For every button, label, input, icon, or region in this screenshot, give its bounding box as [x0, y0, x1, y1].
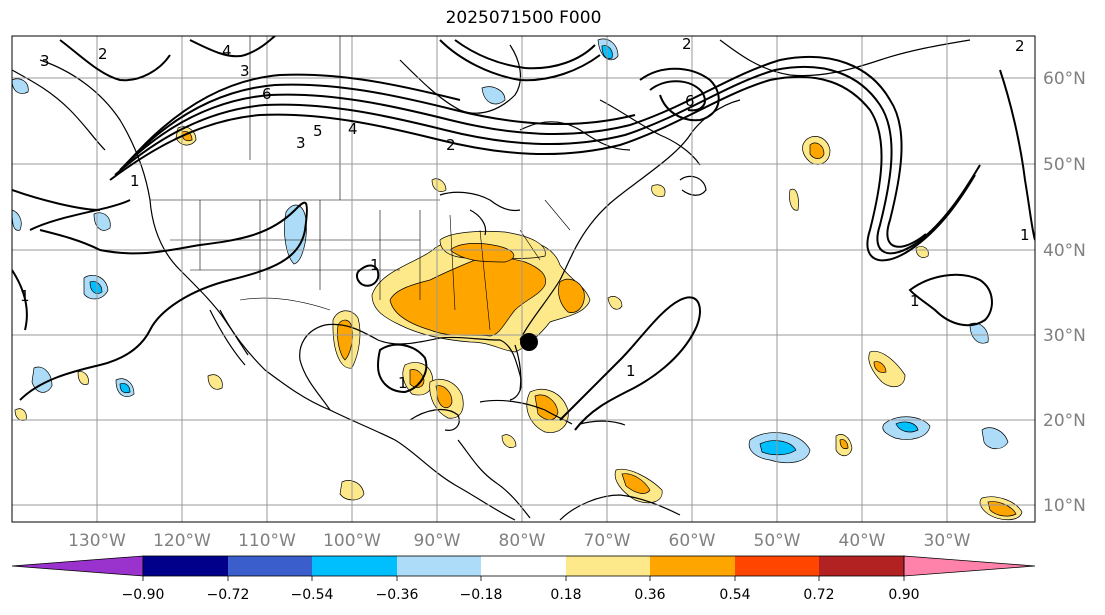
contour-label: 1 — [1020, 226, 1030, 244]
colorbar-segment — [312, 556, 397, 576]
strong-negative-anomaly-area — [119, 383, 131, 394]
contour-label: 1 — [626, 362, 636, 380]
contour-label: 1 — [20, 287, 30, 305]
positive-anomaly-area — [868, 350, 906, 388]
colorbar-tick-label: −0.18 — [460, 587, 503, 603]
contour-label: 6 — [685, 92, 695, 110]
positive-anomaly-area — [431, 178, 447, 192]
longitude-label: 40°W — [839, 531, 886, 551]
positive-anomaly-area — [501, 434, 517, 448]
contour-label: 2 — [1015, 37, 1025, 55]
colorbar-segment — [819, 556, 904, 576]
negative-anomaly-area — [481, 86, 506, 105]
colorbar-tick-label: 0.18 — [550, 587, 581, 603]
colorbar-tick-label: −0.36 — [376, 587, 419, 603]
contour-label: 2 — [98, 45, 108, 63]
longitude-label: 50°W — [754, 531, 801, 551]
longitude-label: 130°W — [68, 531, 126, 551]
longitude-labels: 130°W 120°W 110°W 100°W 90°W 80°W 70°W 6… — [68, 531, 971, 551]
colorbar-segment — [735, 556, 819, 576]
colorbar-tick-label: 0.36 — [634, 587, 665, 603]
strong-positive-anomaly-area — [558, 278, 585, 313]
shaded-fields — [12, 38, 1023, 521]
longitude-label: 70°W — [584, 531, 631, 551]
negative-anomaly-area — [981, 427, 1009, 450]
strong-negative-anomaly-area — [89, 281, 103, 294]
strong-positive-anomaly-area — [435, 385, 453, 409]
contour-label: 6 — [262, 85, 272, 103]
strong-positive-anomaly-area — [873, 361, 887, 373]
contour-label-group: 2 4 3 6 5 4 3 2 1 1 1 1 1 1 2 1 3 2 6 — [20, 35, 1030, 392]
negative-anomaly-area — [12, 78, 29, 94]
strong-positive-anomaly-area — [809, 142, 825, 159]
location-marker — [520, 333, 538, 351]
longitude-label: 80°W — [499, 531, 546, 551]
contour-label: 5 — [313, 122, 323, 140]
contour-lines — [12, 36, 1035, 431]
strong-positive-anomaly-area — [449, 243, 515, 263]
strong-positive-anomaly-area — [839, 439, 849, 450]
latitude-labels: 60°N 50°N 40°N 30°N 20°N 10°N — [1043, 69, 1086, 516]
latitude-label: 20°N — [1043, 411, 1086, 431]
longitude-label: 100°W — [323, 531, 381, 551]
positive-anomaly-area — [789, 188, 799, 211]
strong-positive-anomaly-area — [389, 256, 546, 337]
map-frame — [11, 35, 1036, 523]
colorbar: −0.90 −0.72 −0.54 −0.36 −0.18 0.18 0.36 … — [11, 555, 1036, 603]
latitude-label: 40°N — [1043, 241, 1086, 261]
strong-positive-anomaly-area — [337, 319, 353, 361]
latitude-label: 30°N — [1043, 326, 1086, 346]
latitude-label: 10°N — [1043, 496, 1086, 516]
contour-label: 4 — [222, 42, 232, 60]
contour-label: 4 — [348, 120, 358, 138]
longitude-label: 110°W — [238, 531, 296, 551]
contour-label: 1 — [370, 256, 380, 274]
strong-positive-anomaly-area — [621, 473, 651, 494]
positive-anomaly-area — [651, 184, 666, 197]
latitude-label: 60°N — [1043, 69, 1086, 89]
positive-anomaly-area — [207, 374, 223, 390]
colorbar-segment — [397, 556, 481, 576]
longitude-label: 120°W — [153, 531, 211, 551]
contour-label: 3 — [296, 134, 306, 152]
colorbar-segment — [143, 556, 228, 576]
map-title: 2025071500 F000 — [445, 8, 602, 28]
contour-label: 2 — [682, 35, 692, 53]
contour-label: 2 — [446, 136, 456, 154]
colorbar-segment — [650, 556, 735, 576]
contour-label: 1 — [398, 374, 408, 392]
positive-anomaly-area — [607, 296, 623, 310]
gridlines — [12, 36, 1035, 522]
colorbar-tick-label: −0.90 — [122, 587, 165, 603]
colorbar-tick-label: −0.72 — [207, 587, 250, 603]
positive-anomaly-area — [77, 371, 89, 385]
positive-anomaly-area — [915, 246, 929, 258]
colorbar-tick-label: 0.90 — [888, 587, 919, 603]
colorbar-tick-label: 0.72 — [803, 587, 834, 603]
contour-label: 3 — [240, 62, 250, 80]
longitude-label: 60°W — [669, 531, 716, 551]
colorbar-segment — [481, 556, 566, 576]
contour-label: 1 — [130, 172, 140, 190]
negative-anomaly-area — [12, 209, 22, 231]
contour-label: 3 — [40, 52, 50, 70]
longitude-label: 90°W — [414, 531, 461, 551]
colorbar-tick-label: 0.54 — [719, 587, 750, 603]
colorbar-tick-label: −0.54 — [291, 587, 334, 603]
colorbar-segment — [566, 556, 650, 576]
colorbar-segment — [228, 556, 312, 576]
colorbar-max-extension — [903, 555, 1036, 577]
negative-anomaly-area — [93, 212, 111, 231]
latitude-label: 50°N — [1043, 155, 1086, 175]
strong-negative-anomaly-area — [759, 440, 797, 456]
strong-negative-anomaly-area — [895, 421, 919, 433]
colorbar-min-extension — [11, 555, 144, 577]
contour-label: 1 — [910, 292, 920, 310]
longitude-label: 30°W — [924, 531, 971, 551]
